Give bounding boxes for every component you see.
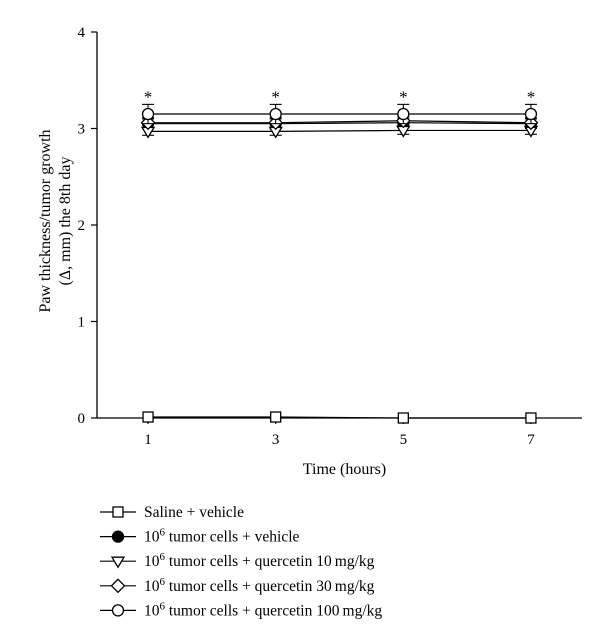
y-axis-label-line: Paw thickness/tumor growth — [37, 129, 54, 312]
significance-marker: * — [527, 87, 536, 106]
y-tick-label: 4 — [78, 25, 86, 41]
series-line — [148, 122, 531, 125]
series-2 — [140, 125, 539, 139]
x-tick-label: 5 — [400, 432, 408, 448]
significance-marker: * — [399, 87, 408, 106]
x-axis-label: Time (hours) — [303, 461, 386, 478]
data-point — [269, 107, 282, 121]
legend-label-text: tumor cells + quercetin 30 mg/kg — [165, 578, 375, 595]
legend-label-exponent: 6 — [160, 576, 166, 588]
axes: 0 1 2 3 4 1 3 5 7 Time (hours) Paw thickness/tumor… — [37, 25, 582, 478]
data-point — [524, 107, 538, 121]
series-line — [148, 416, 531, 419]
legend-label: 106 tumor cells + quercetin 10 mg/kg — [144, 551, 375, 570]
legend-label-base: 10 — [144, 553, 160, 570]
y-tick-label: 1 — [78, 315, 86, 331]
series-line — [148, 129, 531, 132]
data-point — [397, 412, 409, 424]
y-axis-label: Paw thickness/tumor growth (Δ, mm) the 8t… — [37, 129, 74, 312]
legend-marker — [111, 604, 125, 617]
legend-entry: 106 tumor cells + vehicle — [100, 527, 300, 546]
data-point — [397, 107, 410, 121]
series-3 — [140, 113, 539, 131]
legend-marker — [111, 530, 125, 543]
legend-label-base: 10 — [144, 602, 160, 619]
x-tick-label: 1 — [144, 432, 152, 448]
plot-area: * * * * — [140, 87, 539, 424]
x-tick-label: 7 — [527, 432, 535, 448]
legend-label: 106 tumor cells + quercetin 100 mg/kg — [144, 600, 382, 619]
legend-label-text: Saline + vehicle — [144, 504, 244, 521]
legend-marker — [112, 506, 124, 518]
legend-label-base: 10 — [144, 529, 160, 546]
legend-marker — [110, 578, 126, 594]
data-point — [270, 411, 282, 423]
significance-marker: * — [271, 87, 280, 106]
legend-label-text: tumor cells + vehicle — [165, 529, 300, 546]
series-4 — [141, 103, 538, 125]
series-0 — [142, 411, 537, 424]
y-tick-label: 3 — [78, 122, 86, 138]
legend-label: Saline + vehicle — [144, 504, 244, 521]
legend-entry: 106 tumor cells + quercetin 100 mg/kg — [100, 600, 382, 619]
significance-marker: * — [144, 87, 153, 106]
legend-marker — [110, 556, 126, 569]
y-tick-label: 0 — [78, 411, 86, 427]
legend-label-base: 10 — [144, 578, 160, 595]
series-line — [148, 120, 531, 124]
data-point — [141, 107, 155, 121]
y-axis-label-line: (Δ, mm) the 8th day — [57, 157, 74, 286]
x-tick-label: 3 — [272, 432, 280, 448]
legend-label: 106 tumor cells + quercetin 30 mg/kg — [144, 576, 375, 595]
legend-label-exponent: 6 — [160, 600, 166, 612]
y-tick-label: 2 — [78, 218, 86, 234]
legend-label-exponent: 6 — [160, 527, 166, 539]
legend-entry: 106 tumor cells + quercetin 10 mg/kg — [100, 551, 375, 570]
legend-entry: 106 tumor cells + quercetin 30 mg/kg — [100, 576, 375, 595]
data-point — [525, 412, 537, 424]
data-point — [142, 411, 154, 423]
legend-entry: Saline + vehicle — [100, 504, 244, 521]
legend-label-exponent: 6 — [160, 551, 166, 563]
legend-label: 106 tumor cells + vehicle — [144, 527, 300, 546]
legend-label-text: tumor cells + quercetin 100 mg/kg — [165, 602, 382, 619]
legend-label-text: tumor cells + quercetin 10 mg/kg — [165, 553, 375, 570]
